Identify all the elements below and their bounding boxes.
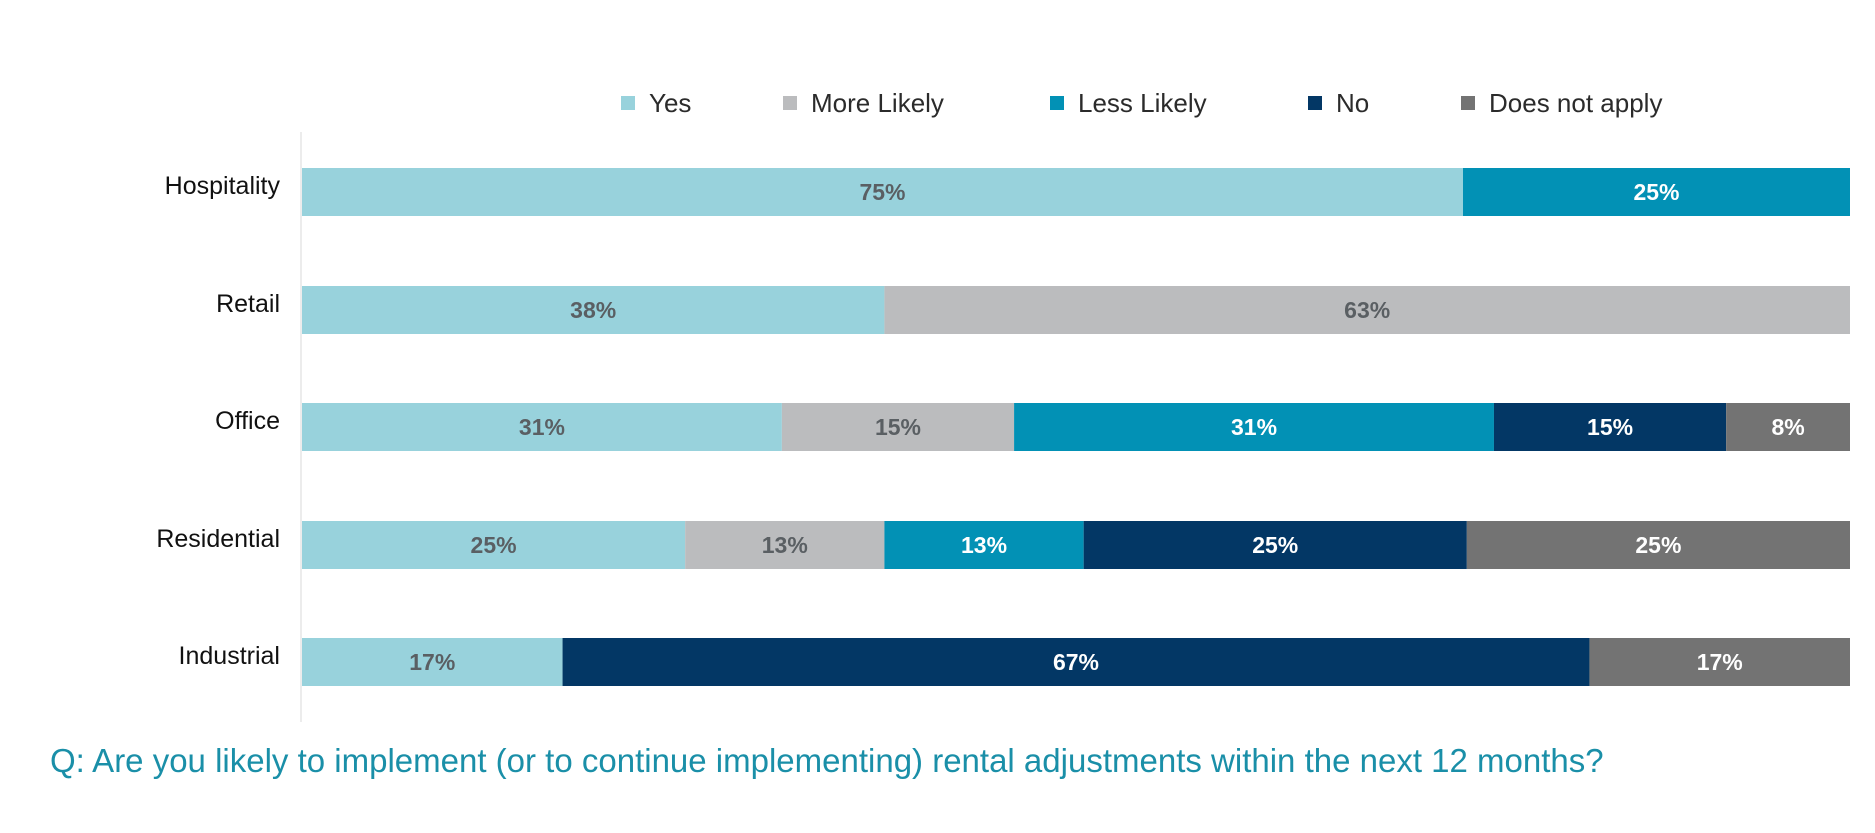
bar-office-does-not-apply xyxy=(1726,403,1850,451)
bars xyxy=(302,168,1850,686)
value-label-industrial-does-not-apply: 17% xyxy=(1697,649,1743,675)
bar-retail-more-likely xyxy=(884,286,1850,334)
legend-label-does-not-apply: Does not apply xyxy=(1489,88,1662,118)
bar-industrial-yes xyxy=(302,638,563,686)
legend-label-no: No xyxy=(1336,88,1369,118)
category-labels: Hospitality Retail Office Residential Indust… xyxy=(156,172,280,670)
bar-office-yes xyxy=(302,403,782,451)
bar-office-no xyxy=(1493,403,1727,451)
value-label-residential-no: 25% xyxy=(1252,532,1298,558)
bar-office-less-likely xyxy=(1014,403,1494,451)
legend-swatch-does-not-apply xyxy=(1461,96,1475,110)
stacked-bar-chart: Yes More Likely Less Likely No Does not appl… xyxy=(156,88,1850,722)
value-label-industrial-no: 67% xyxy=(1053,649,1099,675)
legend-label-yes: Yes xyxy=(649,88,691,118)
bar-hospitality-yes xyxy=(302,168,1463,216)
value-label-office-yes: 31% xyxy=(519,414,565,440)
value-label-office-less-likely: 31% xyxy=(1231,414,1277,440)
category-label-hospitality: Hospitality xyxy=(165,172,281,200)
value-labels: 75% 25% 38% 63% 31% 15% 31% 15% 8% 25% 13% 13% 25% 25… xyxy=(409,179,1804,675)
bar-retail-yes xyxy=(302,286,885,334)
value-label-residential-more-likely: 13% xyxy=(762,532,808,558)
category-label-office: Office xyxy=(215,407,280,435)
bar-industrial-no xyxy=(562,638,1590,686)
bar-hospitality-less-likely xyxy=(1463,168,1850,216)
legend-swatch-less-likely xyxy=(1050,96,1064,110)
value-label-office-no: 15% xyxy=(1587,414,1633,440)
value-label-retail-more-likely: 63% xyxy=(1344,297,1390,323)
legend: Yes More Likely Less Likely No Does not appl… xyxy=(621,88,1662,118)
legend-label-less-likely: Less Likely xyxy=(1078,88,1207,118)
value-label-office-does-not-apply: 8% xyxy=(1771,414,1804,440)
legend-swatch-yes xyxy=(621,96,635,110)
bar-office-more-likely xyxy=(781,403,1015,451)
legend-swatch-no xyxy=(1308,96,1322,110)
legend-swatch-more-likely xyxy=(783,96,797,110)
bar-residential-yes xyxy=(302,521,686,569)
legend-label-more-likely: More Likely xyxy=(811,88,944,118)
value-label-office-more-likely: 15% xyxy=(875,414,921,440)
bar-residential-no xyxy=(1083,521,1467,569)
category-label-retail: Retail xyxy=(216,290,280,318)
chart-question-title: Q: Are you likely to implement (or to co… xyxy=(50,742,1604,779)
value-label-retail-yes: 38% xyxy=(570,297,616,323)
value-label-industrial-yes: 17% xyxy=(409,649,455,675)
value-label-hospitality-less-likely: 25% xyxy=(1633,179,1679,205)
value-label-residential-less-likely: 13% xyxy=(961,532,1007,558)
bar-industrial-does-not-apply xyxy=(1589,638,1850,686)
value-label-residential-yes: 25% xyxy=(471,532,517,558)
bar-residential-more-likely xyxy=(685,521,885,569)
bar-residential-less-likely xyxy=(884,521,1084,569)
value-label-residential-does-not-apply: 25% xyxy=(1635,532,1681,558)
value-label-hospitality-yes: 75% xyxy=(859,179,905,205)
category-label-industrial: Industrial xyxy=(179,642,280,670)
bar-residential-does-not-apply xyxy=(1466,521,1850,569)
category-label-residential: Residential xyxy=(156,525,280,553)
